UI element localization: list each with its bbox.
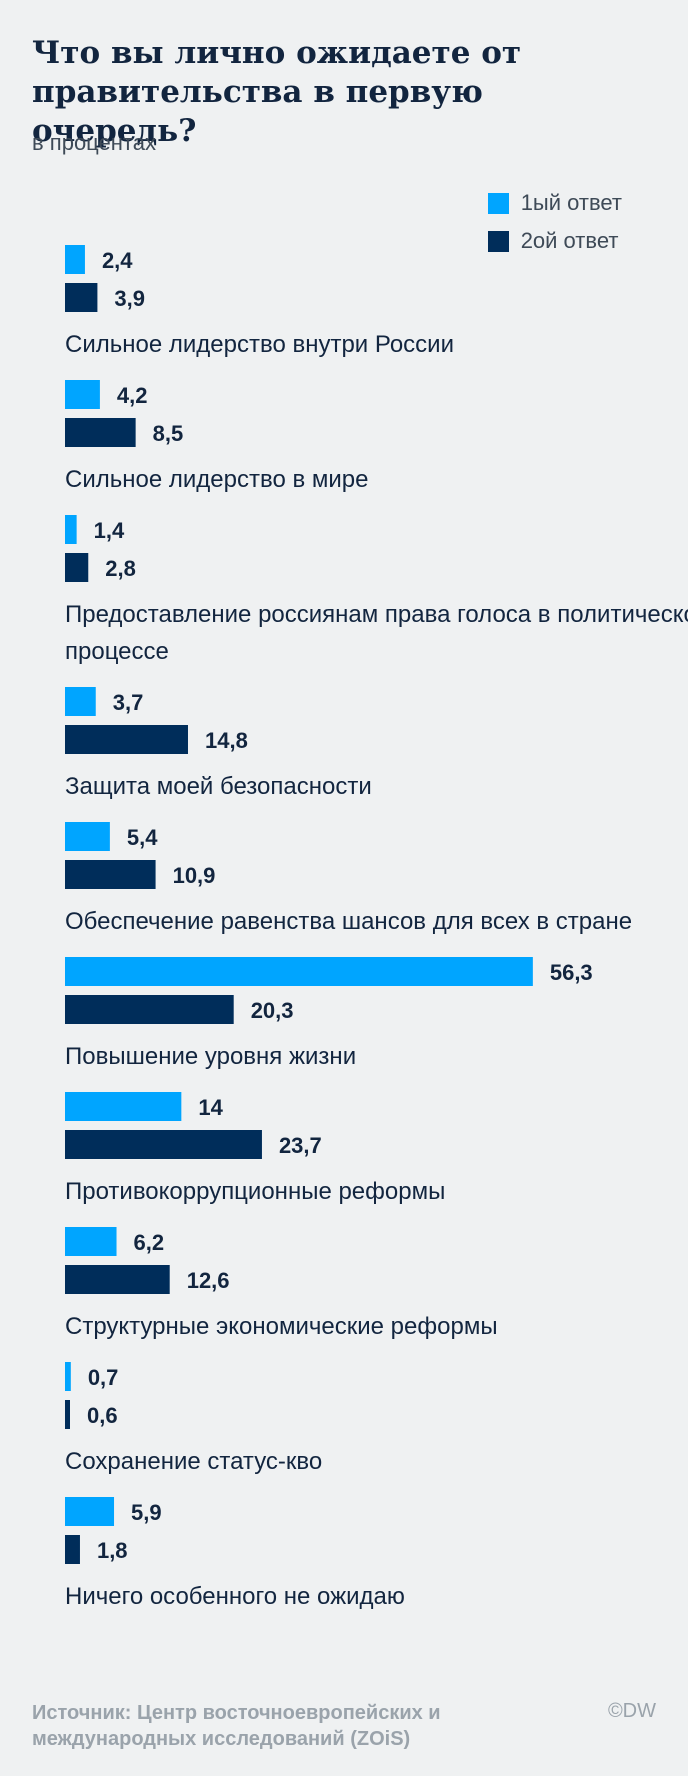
legend-item-second-answer: 2ой ответ bbox=[487, 222, 622, 260]
bar-second-9 bbox=[65, 1400, 70, 1429]
legend-label-second-answer: 2ой ответ bbox=[520, 228, 619, 253]
bar-second-4 bbox=[65, 725, 188, 754]
value-label-first-3: 1,4 bbox=[94, 518, 125, 543]
value-label-first-2: 4,2 bbox=[117, 383, 148, 408]
bar-second-8 bbox=[65, 1265, 170, 1294]
value-label-first-5: 5,4 bbox=[127, 825, 158, 850]
bar-first-3 bbox=[65, 515, 77, 544]
value-label-second-10: 1,8 bbox=[97, 1538, 128, 1563]
legend-item-first-answer: 1ый ответ bbox=[487, 184, 622, 222]
credit: ©DW bbox=[607, 1700, 656, 1722]
value-label-first-10: 5,9 bbox=[131, 1500, 162, 1525]
source-note: Источник: Центр восточноевропейских и ме… bbox=[32, 1702, 441, 1750]
chart-title: Что вы лично ожидаете от правительства в… bbox=[32, 35, 522, 149]
bar-second-6 bbox=[65, 995, 234, 1024]
value-label-second-8: 12,6 bbox=[187, 1268, 230, 1293]
value-label-first-4: 3,7 bbox=[113, 690, 144, 715]
value-label-second-4: 14,8 bbox=[205, 728, 248, 753]
bar-second-5 bbox=[65, 860, 156, 889]
value-label-first-8: 6,2 bbox=[134, 1230, 165, 1255]
category-label-8: Структурные экономические реформы bbox=[65, 1313, 498, 1340]
value-label-second-6: 20,3 bbox=[251, 998, 294, 1023]
value-label-second-2: 8,5 bbox=[153, 421, 184, 446]
category-label-4: Защита моей безопасности bbox=[65, 773, 372, 800]
value-label-second-3: 2,8 bbox=[105, 556, 136, 581]
bar-first-10 bbox=[65, 1497, 115, 1526]
value-label-first-9: 0,7 bbox=[88, 1365, 119, 1390]
value-label-second-1: 3,9 bbox=[114, 286, 145, 311]
bar-chart: 2,4 3,9 Сильное лидерство внутри России 4,2… bbox=[65, 245, 688, 1610]
category-label-1: Сильное лидерство внутри России bbox=[65, 331, 454, 358]
bar-second-2 bbox=[65, 418, 136, 447]
bar-first-9 bbox=[65, 1362, 71, 1391]
value-label-first-6: 56,3 bbox=[550, 960, 593, 985]
value-label-first-7: 14 bbox=[198, 1095, 223, 1120]
bar-first-4 bbox=[65, 687, 96, 716]
bar-second-7 bbox=[65, 1130, 262, 1159]
category-label-6: Повышение уровня жизни bbox=[65, 1043, 356, 1070]
category-label-5: Обеспечение равенства шансов для всех в … bbox=[65, 908, 632, 935]
legend-label-first-answer: 1ый ответ bbox=[520, 190, 622, 215]
value-label-second-7: 23,7 bbox=[279, 1133, 322, 1158]
bar-second-3 bbox=[65, 553, 89, 582]
value-label-second-5: 10,9 bbox=[173, 863, 216, 888]
legend-swatch-first-answer bbox=[487, 192, 509, 214]
bar-first-2 bbox=[65, 380, 100, 409]
category-label-2: Сильное лидерство в мире bbox=[65, 466, 368, 493]
value-label-second-9: 0,6 bbox=[87, 1403, 118, 1428]
bar-second-1 bbox=[65, 283, 98, 312]
category-label-7: Противокоррупционные реформы bbox=[65, 1178, 445, 1205]
bar-second-10 bbox=[65, 1535, 80, 1564]
bar-first-6 bbox=[65, 957, 533, 986]
chart-subtitle: в процентах bbox=[32, 130, 156, 155]
category-label-3: Предоставление россиянам права голоса в … bbox=[65, 601, 688, 665]
legend: 1ый ответ 2ой ответ bbox=[487, 184, 622, 260]
category-label-9: Сохранение статус-кво bbox=[65, 1448, 322, 1475]
bar-first-1 bbox=[65, 245, 85, 274]
bar-first-5 bbox=[65, 822, 110, 851]
bar-first-7 bbox=[65, 1092, 182, 1121]
legend-swatch-second-answer bbox=[487, 230, 509, 252]
value-label-first-1: 2,4 bbox=[102, 248, 133, 273]
category-label-10: Ничего особенного не ожидаю bbox=[65, 1583, 405, 1610]
bar-first-8 bbox=[65, 1227, 117, 1256]
